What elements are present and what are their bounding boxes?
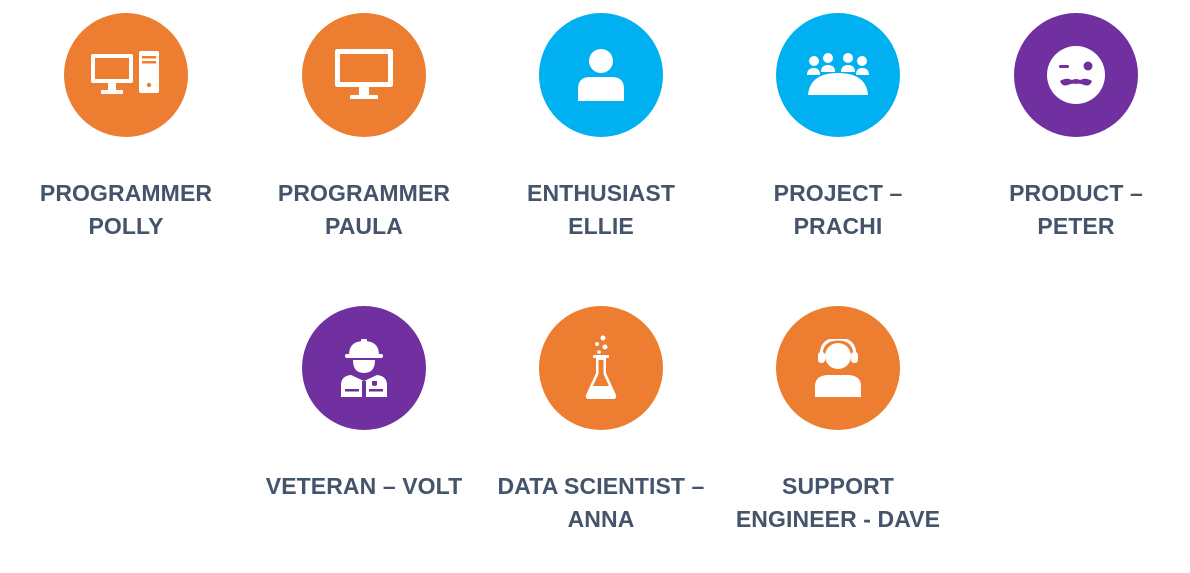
persona-icon-circle (302, 306, 426, 430)
persona-support-engineer-dave: SUPPORT ENGINEER - DAVE (720, 306, 956, 536)
persona-name-line: DATA SCIENTIST – (497, 473, 705, 499)
desktop-tower-icon (91, 51, 159, 94)
persona-name-line: PAULA (324, 213, 403, 239)
persona-name-line: PRODUCT – (1009, 180, 1143, 206)
persona-icon-circle (776, 13, 900, 137)
meeting-group-icon (807, 53, 869, 95)
persona-name-line: ENTHUSIAST (527, 180, 675, 206)
firefighter-icon (341, 339, 387, 397)
persona-enthusiast-ellie: ENTHUSIAST ELLIE (483, 13, 719, 243)
persona-name-line: SUPPORT (782, 473, 894, 499)
persona-name: ENTHUSIAST ELLIE (527, 177, 675, 243)
monitor-icon (335, 49, 393, 99)
persona-name-line: ELLIE (568, 213, 634, 239)
persona-name-line: ENGINEER - DAVE (735, 506, 941, 532)
mustache-wink-face-icon (1047, 46, 1105, 104)
persona-icon-circle (1014, 13, 1138, 137)
persona-data-scientist-anna: DATA SCIENTIST – ANNA (483, 306, 719, 536)
persona-name: PROGRAMMER POLLY (40, 177, 212, 243)
persona-icon-circle (64, 13, 188, 137)
persona-programmer-paula: PROGRAMMER PAULA (246, 13, 482, 243)
headset-agent-icon (815, 339, 861, 397)
persona-name-line: PROGRAMMER (39, 180, 213, 206)
persona-name: PRODUCT – PETER (1009, 177, 1143, 243)
persona-name: DATA SCIENTIST – ANNA (498, 470, 705, 536)
persona-name-line: ANNA (567, 506, 635, 532)
persona-icon-circle (776, 306, 900, 430)
persona-name: PROJECT – PRACHI (774, 177, 903, 243)
persona-name-line: PROJECT – (773, 180, 903, 206)
persona-name-line: POLLY (88, 213, 164, 239)
persona-project-prachi: PROJECT – PRACHI (720, 13, 956, 243)
persona-product-peter: PRODUCT – PETER (958, 13, 1190, 243)
persona-name-line: VETERAN – VOLT (265, 473, 463, 499)
persona-veteran-volt: VETERAN – VOLT (246, 306, 482, 503)
persona-name-line: PRACHI (793, 213, 883, 239)
persona-icon-circle (539, 306, 663, 430)
persona-programmer-polly: PROGRAMMER POLLY (8, 13, 244, 243)
persona-name: PROGRAMMER PAULA (278, 177, 450, 243)
flask-icon (585, 335, 617, 399)
persona-name: VETERAN – VOLT (266, 470, 463, 503)
persona-icon-circle (302, 13, 426, 137)
persona-name-line: PROGRAMMER (277, 180, 451, 206)
user-icon (578, 49, 624, 101)
persona-name-line: PETER (1037, 213, 1115, 239)
persona-icon-circle (539, 13, 663, 137)
persona-name: SUPPORT ENGINEER - DAVE (736, 470, 940, 536)
